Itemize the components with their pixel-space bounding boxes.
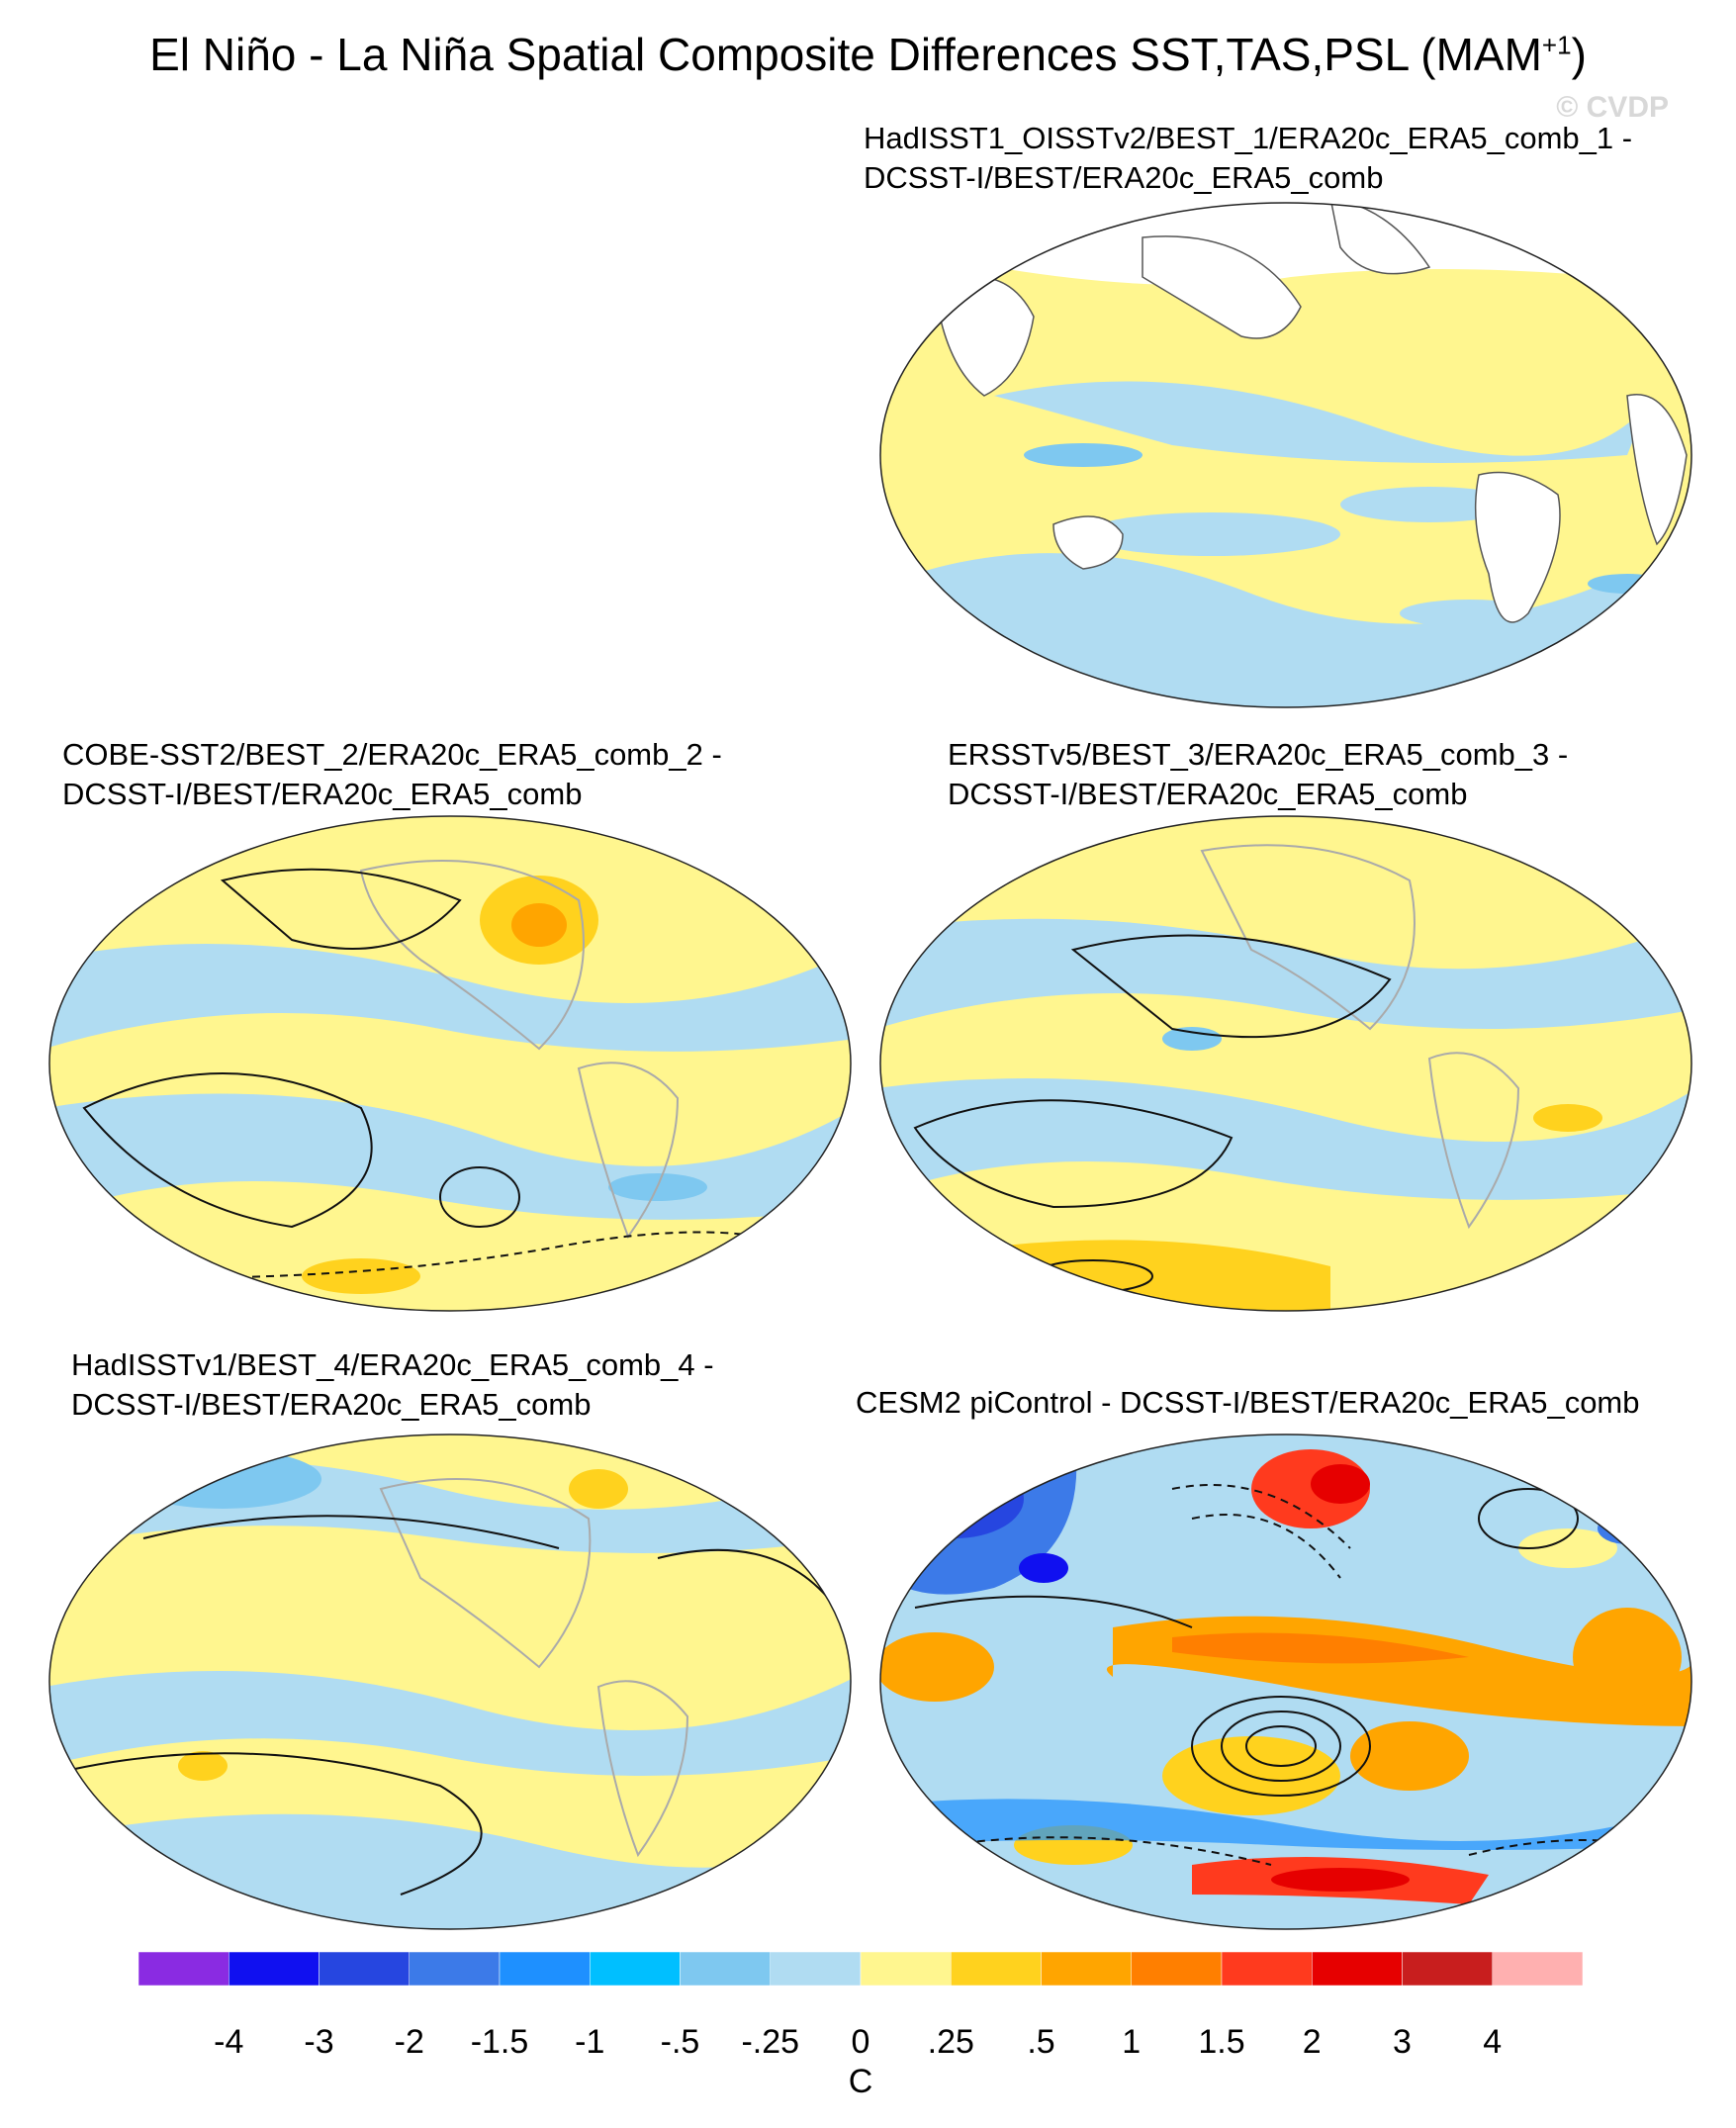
colorbar-swatch bbox=[1221, 1951, 1313, 1987]
colorbar-tick-label: -3 bbox=[304, 2023, 334, 2061]
colorbar bbox=[138, 1951, 1583, 1987]
colorbar-tick-label: -2 bbox=[394, 2023, 424, 2061]
panel-2-title: COBE-SST2/BEST_2/ERA20c_ERA5_comb_2 - DCS… bbox=[62, 737, 722, 811]
colorbar-tick-label: -1.5 bbox=[470, 2023, 529, 2061]
colorbar-swatch bbox=[860, 1951, 952, 1987]
colorbar-tick-label: 3 bbox=[1393, 2023, 1412, 2061]
colorbar-swatch bbox=[680, 1951, 771, 1987]
panel-3-map bbox=[879, 815, 1692, 1312]
colorbar-swatch bbox=[1041, 1951, 1132, 1987]
panel-5-map bbox=[879, 1434, 1692, 1930]
colorbar-swatch bbox=[499, 1951, 591, 1987]
colorbar-tick-label: -1 bbox=[575, 2023, 605, 2061]
cvdp-watermark: © CVDP bbox=[1556, 91, 1669, 124]
colorbar-tick-label: 1.5 bbox=[1198, 2023, 1245, 2061]
colorbar-tick-label: 2 bbox=[1302, 2023, 1322, 2061]
colorbar-tick-label: 4 bbox=[1483, 2023, 1503, 2061]
colorbar-swatch bbox=[951, 1951, 1042, 1987]
colorbar-tick-label: -.25 bbox=[741, 2023, 800, 2061]
colorbar-unit: C bbox=[848, 2063, 873, 2100]
colorbar-swatch bbox=[228, 1951, 320, 1987]
colorbar-swatch bbox=[770, 1951, 862, 1987]
panel-4-title: HadISSTv1/BEST_4/ERA20c_ERA5_comb_4 - DCS… bbox=[71, 1347, 714, 1422]
panel-4-map bbox=[48, 1434, 852, 1930]
colorbar-swatch bbox=[590, 1951, 681, 1987]
panel-5-title: CESM2 piControl - DCSST-I/BEST/ERA20c_ER… bbox=[856, 1385, 1640, 1420]
colorbar-swatch bbox=[1131, 1951, 1223, 1987]
colorbar-tick-label: -4 bbox=[214, 2023, 244, 2061]
colorbar-swatch bbox=[1312, 1951, 1403, 1987]
figure-title: El Niño - La Niña Spatial Composite Diff… bbox=[149, 29, 1587, 80]
panel-2-map bbox=[48, 815, 852, 1312]
panel-1-title: HadISST1_OISSTv2/BEST_1/ERA20c_ERA5_comb… bbox=[864, 121, 1633, 195]
colorbar-swatch bbox=[138, 1951, 229, 1987]
colorbar-tick-label: -.5 bbox=[660, 2023, 700, 2061]
colorbar-tick-label: 0 bbox=[851, 2023, 870, 2061]
colorbar-tick-label: 1 bbox=[1122, 2023, 1142, 2061]
colorbar-swatch bbox=[409, 1951, 501, 1987]
colorbar-swatch bbox=[1402, 1951, 1493, 1987]
colorbar-swatch bbox=[1492, 1951, 1583, 1987]
panel-3-title: ERSSTv5/BEST_3/ERA20c_ERA5_comb_3 - DCSST… bbox=[948, 737, 1569, 811]
panel-1-map bbox=[879, 202, 1692, 708]
colorbar-swatch bbox=[319, 1951, 410, 1987]
colorbar-tick-label: .25 bbox=[927, 2023, 974, 2061]
colorbar-tick-label: .5 bbox=[1027, 2023, 1055, 2061]
